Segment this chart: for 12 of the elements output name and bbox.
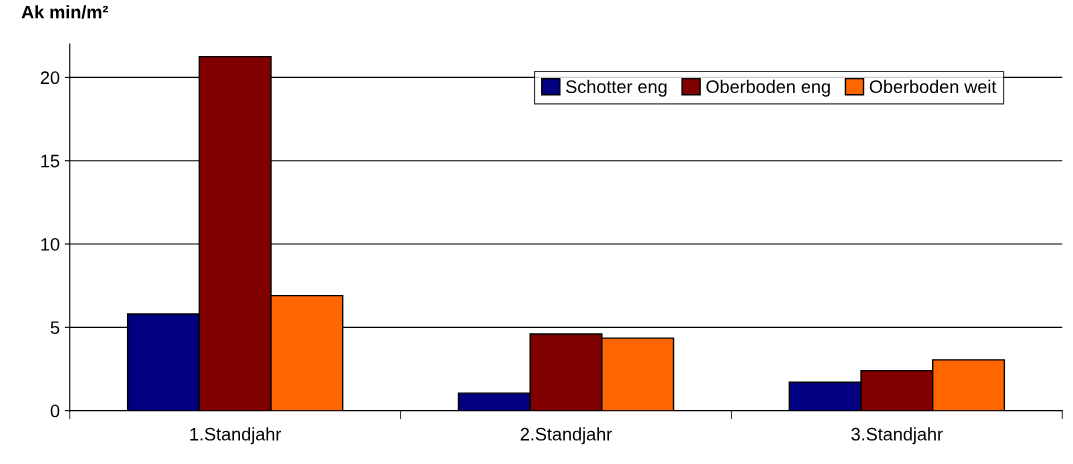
y-tick-label: 5 <box>50 321 60 335</box>
x-tick-label: 3.Standjahr <box>851 427 943 445</box>
legend-label: Oberboden weit <box>869 79 997 94</box>
y-axis-title: Ak min/m² <box>21 5 109 19</box>
x-tick-label: 1.Standjahr <box>190 427 282 445</box>
y-tick-label: 15 <box>41 154 60 168</box>
y-tick-label: 0 <box>50 404 60 418</box>
legend-label: Oberboden eng <box>706 79 830 97</box>
y-tick-label: 10 <box>41 237 60 251</box>
x-tick-label: 2.Standjahr <box>520 427 612 445</box>
legend-label: Schotter eng <box>566 79 667 97</box>
y-tick-label: 20 <box>40 71 60 85</box>
